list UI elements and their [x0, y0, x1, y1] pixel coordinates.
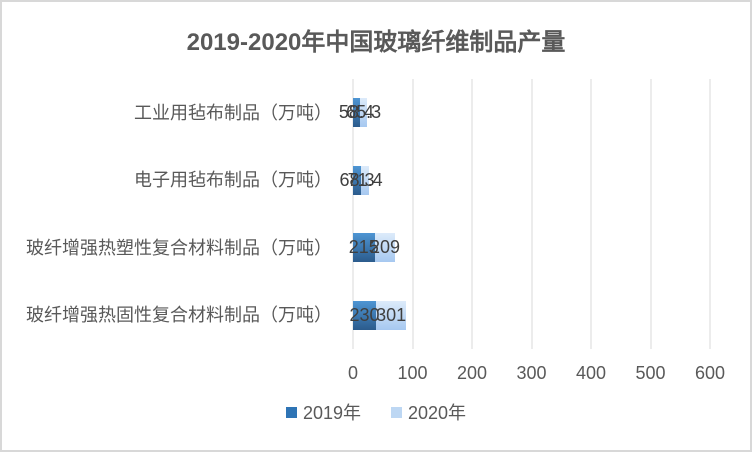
bar-value-label: 301 [376, 304, 407, 325]
x-axis-tick-label: 300 [516, 363, 547, 383]
category-label: 电子用毡布制品（万吨） [134, 170, 332, 191]
bar-row: 68.3 71.4 [339, 165, 423, 195]
gridline [650, 79, 651, 349]
chart-title: 2019-2020年中国玻璃纤维制品产量 [186, 29, 566, 56]
bar-value-label: 215 [348, 237, 379, 258]
legend-item-1: 2019年 [285, 399, 361, 425]
bar-segment-series-1: 58.4 [339, 98, 374, 128]
category-label: 玻纤增强热固性复合材料制品（万吨） [26, 305, 332, 326]
gridline [709, 79, 711, 349]
legend-label: 2019年 [302, 403, 361, 423]
bar-row: 230 301 [350, 300, 413, 330]
category-label: 玻纤增强热塑性复合材料制品（万吨） [26, 237, 332, 258]
bar-segment-series-1: 215 [349, 233, 379, 263]
gridline [352, 79, 354, 349]
x-axis-tick-label: 400 [575, 363, 607, 383]
gridline [412, 79, 413, 349]
bar-segment-series-2: 65.3 [346, 98, 381, 128]
legend-swatch-icon [391, 406, 402, 418]
x-axis-tick-label: 0 [347, 363, 359, 383]
bar-segment-series-2: 209 [370, 233, 400, 263]
bar-value-label: 65.3 [346, 102, 382, 123]
bar-segment-series-2: 71.4 [348, 165, 383, 195]
gridline [471, 79, 473, 349]
bar-row: 215 209 [349, 233, 413, 263]
x-axis-tick-label: 600 [694, 363, 726, 383]
bar-value-label: 68.3 [339, 169, 375, 190]
legend-item-2: 2020年 [391, 399, 466, 425]
legend-swatch-icon [285, 406, 297, 418]
legend: 2019年 2020年 [2, 400, 750, 424]
x-axis-tick-label: 200 [456, 363, 488, 383]
bar-segment-series-1: 68.3 [339, 165, 375, 195]
gridline [590, 79, 592, 349]
bar-value-label: 209 [369, 237, 401, 258]
bar-value-label: 58.4 [338, 102, 374, 123]
x-axis: 0 100 200 300 400 500 600 [348, 362, 725, 384]
category-label: 工业用毡布制品（万吨） [134, 102, 332, 123]
bar-row: 58.4 65.3 [339, 98, 423, 128]
x-axis-tick-label: 500 [635, 363, 666, 383]
category-axis: 工业用毡布制品（万吨） 电子用毡布制品（万吨） 玻纤增强热塑性复合材料制品（万吨） 玻… [2, 79, 332, 349]
gridline [531, 79, 532, 349]
bar-segment-series-1: 230 [350, 300, 380, 330]
plot-area: 58.4 65.3 68.3 71.4 215 209 230 301 [339, 79, 711, 349]
bar-segment-series-2: 301 [376, 300, 407, 330]
legend-label: 2020年 [408, 403, 467, 423]
bar-value-label: 71.4 [347, 169, 383, 190]
x-axis-tick-label: 100 [397, 363, 428, 383]
bar-value-label: 230 [349, 304, 380, 325]
